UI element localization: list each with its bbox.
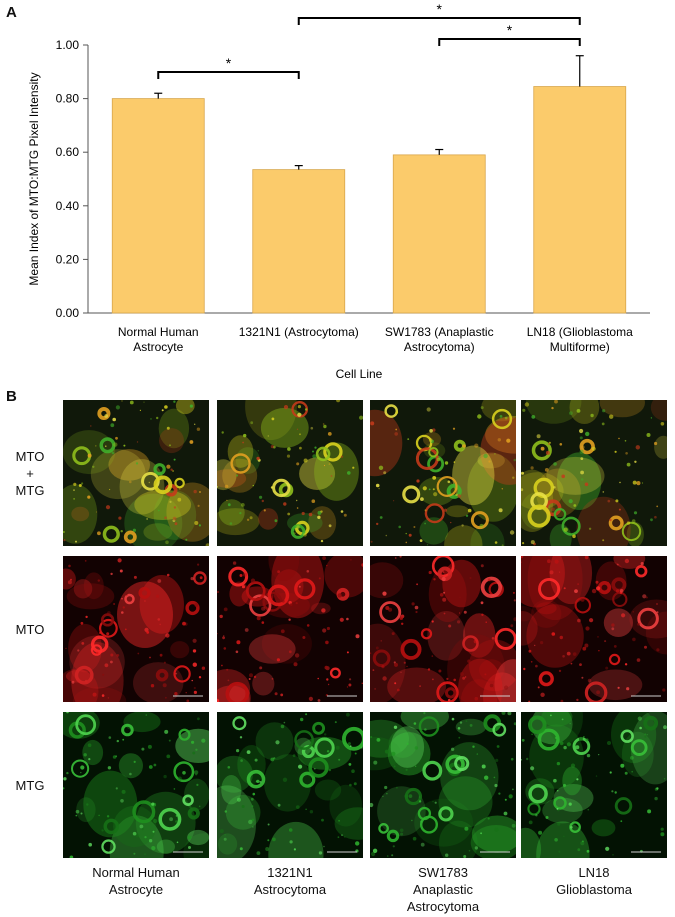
- y-tick-label: 1.00: [56, 38, 80, 52]
- micrograph-red: [63, 556, 209, 702]
- row-label-line: MTO: [15, 448, 45, 464]
- row-label-line: MTG: [15, 777, 45, 793]
- column-label-line: Astrocyte: [108, 882, 164, 897]
- column-label: LN18 Glioblastoma: [519, 864, 669, 898]
- significance-star: *: [507, 22, 513, 38]
- micrograph-green: [521, 712, 667, 858]
- row-label: MTG: [0, 777, 60, 794]
- column-label-line: Glioblastoma: [556, 882, 632, 897]
- column-label-line: Astrocytoma: [406, 899, 480, 914]
- micrograph-merge: [521, 400, 667, 546]
- significance-bracket: [438, 38, 581, 46]
- x-tick-label: Astrocyte: [133, 340, 183, 354]
- column-label: Normal Human Astrocyte: [61, 864, 211, 898]
- x-tick-label: Normal Human: [118, 325, 199, 339]
- micrograph-green: [217, 712, 363, 858]
- row-label: MTO + MTG: [0, 448, 60, 499]
- x-tick-label: 1321N1 (Astrocytoma): [239, 325, 359, 339]
- column-label-line: Astrocytoma: [253, 882, 327, 897]
- x-tick-label: SW1783 (Anaplastic: [385, 325, 494, 339]
- row-label-line: MTG: [15, 482, 45, 498]
- column-label-line: 1321N1: [267, 865, 313, 880]
- column-label: 1321N1 Astrocytoma: [215, 864, 365, 898]
- column-label-line: LN18: [578, 865, 610, 880]
- column-label-line: Normal Human: [92, 865, 180, 880]
- y-axis-label: Mean Index of MTO:MTG Pixel Intensity: [27, 72, 41, 285]
- column-label-line: Anaplastic: [413, 882, 473, 897]
- y-tick-label: 0.40: [56, 199, 80, 213]
- micrograph-merge: [370, 400, 516, 546]
- bar: [392, 154, 486, 314]
- micrograph-merge: [217, 400, 363, 546]
- panel-a-label: A: [6, 4, 17, 21]
- micrograph-red: [217, 556, 363, 702]
- micrograph-green: [370, 712, 516, 858]
- column-label-line: SW1783: [418, 865, 468, 880]
- micrograph-merge: [63, 400, 209, 546]
- x-tick-label: Multiforme): [550, 340, 610, 354]
- significance-bracket: [297, 17, 581, 25]
- column-label: SW1783 Anaplastic Astrocytoma: [368, 864, 518, 915]
- y-tick-label: 0.80: [56, 92, 80, 106]
- micrograph-red: [521, 556, 667, 702]
- row-label: MTO: [0, 621, 60, 638]
- significance-star: *: [226, 55, 232, 71]
- y-tick-label: 0.60: [56, 145, 80, 159]
- y-tick-label: 0.00: [56, 306, 80, 320]
- x-tick-label: Astrocytoma): [404, 340, 475, 354]
- row-label-line: +: [26, 465, 34, 481]
- significance-bracket: [157, 71, 300, 79]
- x-axis-label: Cell Line: [336, 367, 383, 381]
- bar: [252, 169, 346, 314]
- panel-b-label: B: [6, 388, 17, 405]
- row-label-line: MTO: [15, 621, 45, 637]
- bar: [111, 98, 205, 314]
- micrograph-green: [63, 712, 209, 858]
- x-tick-label: LN18 (Glioblastoma: [527, 325, 633, 339]
- bar: [533, 86, 627, 314]
- y-tick-label: 0.20: [56, 252, 80, 266]
- micrograph-red: [370, 556, 516, 702]
- significance-star: *: [437, 1, 443, 17]
